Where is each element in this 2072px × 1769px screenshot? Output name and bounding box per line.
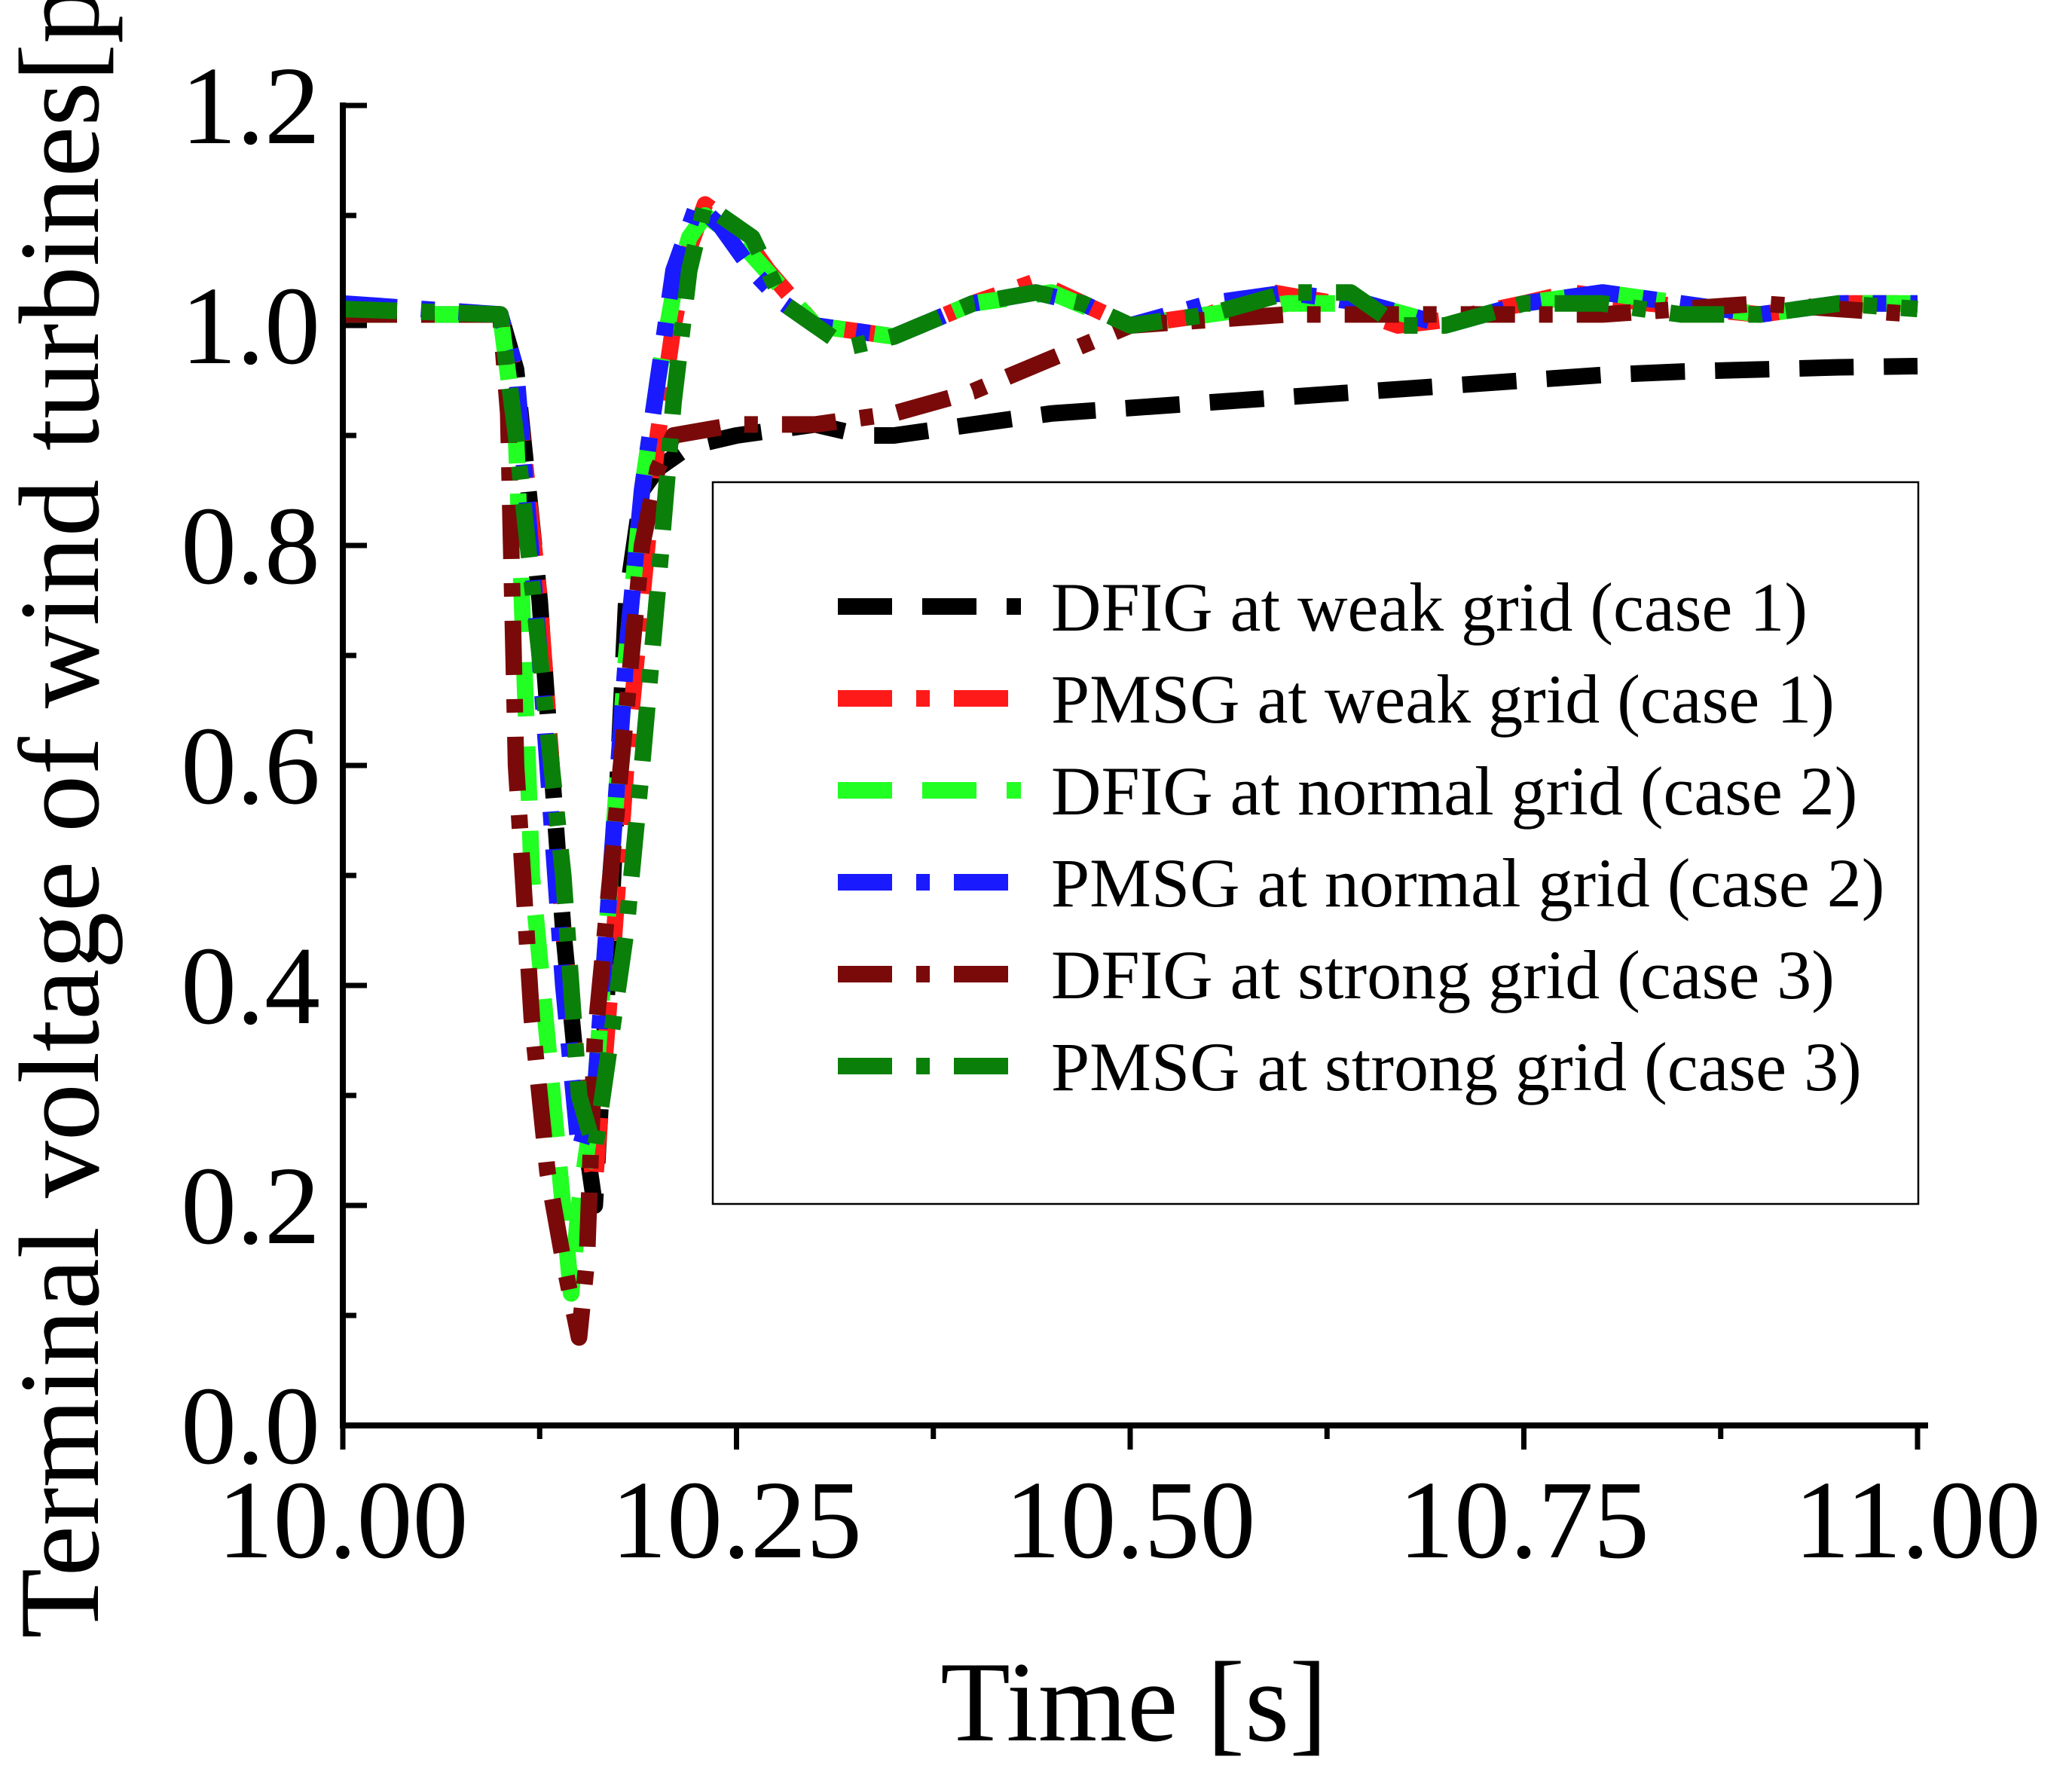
legend-label-3: DFIG at normal grid (case 2)	[1051, 753, 1857, 830]
x-tick-label: 10.00	[218, 1459, 469, 1582]
x-tick-label: 10.25	[611, 1459, 862, 1582]
legend-label-4: PMSG at normal grid (case 2)	[1051, 845, 1884, 921]
y-tick-label: 1.2	[181, 44, 320, 168]
x-tick-label: 10.50	[1005, 1459, 1256, 1582]
x-tick-label: 10.75	[1398, 1459, 1649, 1582]
series-line-5	[343, 295, 1918, 1346]
y-axis-title: Terminal voltage of wind turbines[pu]	[0, 0, 123, 1639]
legend-label-5: DFIG at strong grid (case 3)	[1051, 936, 1835, 1013]
series-layer	[342, 196, 1918, 1346]
y-tick-label: 0.6	[181, 704, 320, 828]
series-line-1	[343, 306, 1918, 1214]
tick-layer: 0.0 0.2 0.4 0.6 0.8 1.0 1.2 10.00 10.25 10.50 10.7…	[181, 44, 2041, 1582]
x-axis-title: Time [s]	[940, 1639, 1328, 1765]
legend-label-1: DFIG at weak grid (case 1)	[1051, 569, 1808, 646]
y-tick-label: 0.8	[181, 484, 320, 608]
series-line-3	[343, 207, 1918, 1302]
legend-box	[711, 481, 1920, 1205]
x-tick-label: 11.00	[1794, 1459, 2041, 1582]
legend: DFIG at weak grid (case 1) PMSG at weak g…	[711, 481, 1920, 1205]
y-tick-label: 0.2	[181, 1144, 320, 1268]
y-tick-label: 0.4	[181, 924, 320, 1048]
y-tick-label: 0.0	[181, 1364, 320, 1488]
y-tick-label: 1.0	[181, 264, 320, 388]
legend-label-6: PMSG at strong grid (case 3)	[1051, 1028, 1862, 1105]
legend-items: DFIG at weak grid (case 1) PMSG at weak g…	[838, 569, 1884, 1105]
series-line-6	[342, 196, 1918, 1159]
legend-label-2: PMSG at weak grid (case 1)	[1051, 661, 1835, 738]
